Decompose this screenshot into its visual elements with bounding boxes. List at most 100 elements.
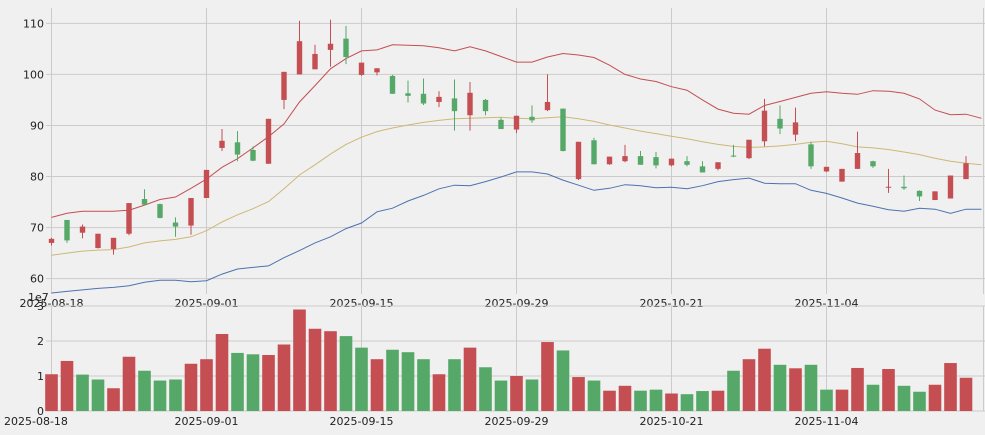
volume-bar (541, 342, 554, 411)
candle (498, 117, 504, 130)
candle (684, 156, 690, 167)
candle-body (947, 175, 954, 199)
price-y-tick-label: 110 (23, 17, 44, 30)
candle (606, 156, 613, 165)
candle (436, 91, 442, 108)
candle-body (808, 144, 814, 167)
candle-body (64, 219, 70, 241)
candle-body (777, 118, 783, 129)
volume-x-tick-label: 2025-09-29 (485, 415, 549, 428)
volume-bar (417, 359, 430, 411)
candle (126, 203, 132, 236)
volume-bar (820, 389, 833, 411)
candle (420, 78, 427, 106)
volume-bar (649, 389, 663, 411)
candle-body (498, 119, 504, 130)
volume-bar (758, 348, 771, 411)
candle-body (529, 116, 535, 121)
volume-bar (525, 379, 539, 411)
volume-bar (959, 377, 973, 411)
candle (327, 19, 334, 67)
candle (79, 224, 86, 239)
candle (234, 131, 241, 162)
candle-body (622, 156, 628, 162)
candle (64, 219, 70, 243)
candle (668, 158, 675, 167)
candle (575, 141, 582, 181)
volume-bar (742, 359, 756, 411)
candle (451, 79, 458, 131)
candle-body (854, 153, 861, 169)
volume-bar (711, 390, 725, 411)
volume-bar (773, 364, 787, 411)
volume-bar (897, 385, 911, 411)
volume-y-ticks: 0 1 2 3 (37, 300, 44, 418)
candle-body (296, 41, 303, 75)
candle (932, 191, 938, 201)
volume-bar (928, 384, 942, 411)
candle (916, 190, 923, 202)
volume-bar (153, 380, 167, 411)
candle (467, 82, 473, 131)
candle-body (188, 197, 194, 226)
volume-bar (556, 350, 570, 411)
volume-bar (479, 367, 492, 411)
candle-body (172, 222, 179, 227)
volume-bar (618, 385, 632, 411)
volume-bar (107, 388, 120, 411)
candle-body (126, 203, 132, 234)
price-x-tick-label: 2025-09-29 (485, 297, 549, 310)
candle (699, 161, 706, 173)
volume-bar (634, 390, 647, 411)
candle (761, 98, 768, 147)
candle (637, 151, 644, 165)
candle-body (420, 93, 427, 104)
volume-bar (324, 331, 337, 411)
candle-body (637, 156, 644, 165)
price-grid (46, 8, 985, 294)
candle (95, 233, 101, 249)
lower-band-line (51, 171, 982, 294)
candle (219, 129, 225, 151)
candle-body (963, 163, 969, 180)
candle-body (684, 161, 690, 165)
volume-bar (339, 336, 353, 411)
candlesticks (48, 19, 969, 255)
candle-body (606, 156, 613, 165)
candle-body (699, 166, 706, 173)
candle-body (95, 233, 101, 249)
candle (560, 108, 566, 152)
volume-bar (727, 370, 740, 411)
candle (389, 74, 396, 94)
volume-bar (804, 364, 818, 411)
candle-body (730, 155, 737, 157)
candle (343, 25, 349, 65)
candle-body (513, 115, 520, 130)
volume-bar (386, 349, 399, 411)
volume-bar (215, 334, 229, 411)
candle-body (715, 162, 721, 169)
candle (110, 237, 117, 255)
candle-body (358, 62, 365, 75)
candle (312, 44, 318, 70)
candle (792, 107, 799, 142)
candle-body (653, 157, 659, 166)
candle-body (157, 204, 163, 218)
candle (529, 105, 535, 123)
candle-body (327, 43, 334, 50)
candle-body (265, 118, 272, 164)
candle (250, 146, 256, 162)
volume-bar (665, 393, 678, 411)
candle (777, 105, 783, 135)
candle (482, 98, 489, 116)
candle-body (482, 99, 489, 112)
volume-bar (603, 390, 616, 411)
candle (591, 137, 597, 165)
volume-scale-label: 1e7 (28, 291, 49, 304)
candle (746, 139, 752, 160)
candle (963, 156, 969, 180)
candle (513, 115, 520, 134)
candle (172, 217, 179, 237)
volume-x-tick-label: 2025-09-01 (175, 415, 239, 428)
